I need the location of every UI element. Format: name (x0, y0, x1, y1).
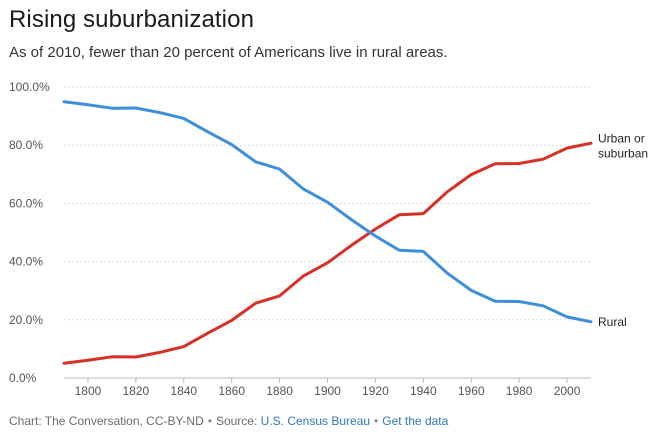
x-tick-label: 1800 (75, 384, 102, 398)
source-link[interactable]: U.S. Census Bureau (260, 414, 371, 428)
footer-separator: • (374, 414, 379, 428)
y-tick-label: 80.0% (9, 138, 43, 152)
footer-separator: • (207, 414, 212, 428)
x-tick-label: 1840 (170, 384, 197, 398)
x-tick-label: 1920 (362, 384, 389, 398)
x-tick-label: 1900 (314, 384, 341, 398)
series-label-line: suburban (598, 147, 648, 161)
chart-subtitle: As of 2010, fewer than 20 percent of Ame… (9, 44, 448, 61)
series-label-urban-or-suburban: Urban or suburban (598, 132, 648, 161)
series-line-rural (62, 100, 593, 324)
source-prefix: Source: (215, 414, 258, 428)
x-tick-label: 1960 (458, 384, 485, 398)
chart-credit: Chart: The Conversation, CC-BY-ND (9, 414, 204, 428)
x-tick-label: 2000 (554, 384, 581, 398)
chart-footer: Chart: The Conversation, CC-BY-ND • Source… (9, 414, 448, 428)
series-line-urban-or-suburban (62, 141, 593, 365)
y-tick-label: 0.0% (9, 371, 37, 385)
series-label-rural: Rural (598, 315, 627, 329)
y-tick-label: 20.0% (9, 313, 43, 327)
y-tick-label: 40.0% (9, 255, 43, 269)
series-label-line: Rural (598, 315, 627, 329)
y-tick-label: 100.0% (9, 80, 50, 94)
x-tick-label: 1980 (506, 384, 533, 398)
x-tick-label: 1940 (410, 384, 437, 398)
x-tick-label: 1820 (123, 384, 150, 398)
y-tick-label: 60.0% (9, 196, 43, 210)
get-data-link[interactable]: Get the data (382, 414, 449, 428)
x-tick-label: 1860 (218, 384, 245, 398)
series-label-line: Urban or (598, 132, 645, 146)
x-tick-label: 1880 (266, 384, 293, 398)
chart-title: Rising suburbanization (9, 6, 255, 33)
